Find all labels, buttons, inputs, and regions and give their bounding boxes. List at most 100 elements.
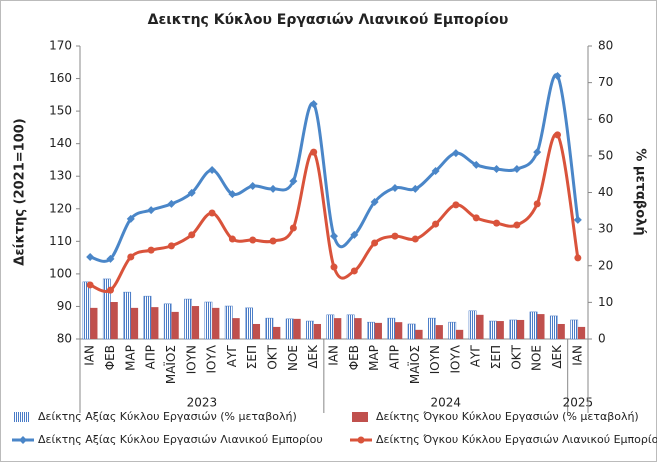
y2-tick-label: 50 xyxy=(598,148,613,162)
bar xyxy=(476,314,484,339)
y-tick-label: 170 xyxy=(49,39,72,53)
y-tick-label: 150 xyxy=(49,104,72,118)
bar xyxy=(212,307,220,339)
legend-label: Δείκτης Αξίας Κύκλου Εργασιών (% μεταβολ… xyxy=(38,410,297,423)
marker xyxy=(127,253,135,261)
marker xyxy=(554,131,562,139)
bar xyxy=(245,307,253,340)
x-group-label: 2024 xyxy=(430,396,461,410)
x-tick-label: ΜΑΪΟΣ xyxy=(163,345,178,384)
x-tick-label: ΙΑΝ xyxy=(327,345,341,366)
bar xyxy=(387,317,396,340)
x-tick-label: ΔΕΚ xyxy=(550,344,564,369)
bar xyxy=(428,317,436,340)
chart-title: Δεικτης Κύκλου Εργασιών Λιανικού Εμπορίο… xyxy=(148,12,509,28)
marker xyxy=(249,236,257,244)
y-tick-label: 90 xyxy=(57,299,72,313)
marker xyxy=(248,181,257,190)
bar xyxy=(435,325,443,339)
x-tick-label: ΙΟΥΝ xyxy=(428,345,442,374)
y-tick-label: 160 xyxy=(49,71,72,85)
marker xyxy=(269,184,278,193)
x-tick-label: ΣΕΠ xyxy=(245,345,259,369)
bar xyxy=(577,326,586,339)
marker xyxy=(411,235,419,243)
y-tick-label: 80 xyxy=(57,332,72,346)
bar xyxy=(143,295,152,340)
bar xyxy=(529,311,538,340)
x-tick-label: ΙΟΥΛ xyxy=(205,344,219,373)
x-tick-label: ΦΕΒ xyxy=(347,345,361,370)
x-tick-label: ΜΑΪΟΣ xyxy=(407,345,422,384)
x-tick-label: ΜΑΡ xyxy=(367,345,381,371)
marker xyxy=(451,149,460,158)
x-tick-label: ΙΑΝ xyxy=(570,345,584,366)
y2-tick-label: 80 xyxy=(598,39,613,53)
marker xyxy=(167,199,176,208)
bar xyxy=(570,319,579,340)
bar xyxy=(313,323,321,339)
bar xyxy=(415,329,423,339)
bar xyxy=(394,322,403,339)
bar xyxy=(516,319,525,339)
y2-tick-label: 20 xyxy=(598,258,613,272)
marker xyxy=(573,215,582,224)
y2-tick-label: 40 xyxy=(598,185,613,199)
x-group-label: 2025 xyxy=(563,396,594,410)
bar xyxy=(252,323,261,339)
marker xyxy=(126,214,135,223)
marker xyxy=(208,166,217,175)
marker xyxy=(390,183,399,192)
y-tick-label: 120 xyxy=(49,201,72,215)
bar xyxy=(448,321,457,340)
y-tick-label: 110 xyxy=(49,234,72,248)
bar xyxy=(123,291,132,340)
marker xyxy=(330,232,338,241)
y-axis-title: Δείκτης (2021=100) xyxy=(13,118,28,265)
bar xyxy=(82,281,91,340)
x-tick-label: ΑΠΡ xyxy=(387,345,401,369)
bar xyxy=(151,307,159,339)
bar xyxy=(265,317,274,340)
legend-swatch xyxy=(352,412,368,422)
marker xyxy=(350,230,359,239)
y2-tick-label: 10 xyxy=(598,295,613,309)
legend-swatch xyxy=(14,412,30,422)
x-tick-label: ΟΚΤ xyxy=(509,344,523,369)
y-tick-label: 130 xyxy=(49,169,72,183)
marker xyxy=(106,254,115,263)
y2-tick-label: 70 xyxy=(598,75,613,89)
x-tick-label: ΔΕΚ xyxy=(306,344,320,369)
bar xyxy=(163,303,172,340)
marker xyxy=(371,239,379,247)
bar xyxy=(468,310,477,340)
legend-label: Δείκτης Όγκου Κύκλου Εργασιών (% μεταβολ… xyxy=(376,410,639,423)
bar xyxy=(130,307,139,339)
marker xyxy=(86,281,94,289)
marker xyxy=(289,224,297,232)
marker xyxy=(370,197,379,206)
y-tick-label: 140 xyxy=(49,136,72,150)
marker xyxy=(513,221,521,229)
x-tick-label: ΙΟΥΝ xyxy=(184,345,198,374)
bar xyxy=(367,321,375,340)
y-tick-label: 100 xyxy=(49,266,72,280)
bar xyxy=(90,307,98,339)
legend-label: Δείκτης Αξίας Κύκλου Εργασιών Λιανικού Ε… xyxy=(38,433,323,446)
bar xyxy=(191,306,200,339)
x-tick-label: ΑΥΓ xyxy=(225,345,239,368)
bar xyxy=(557,323,565,339)
bar xyxy=(374,322,382,339)
bar xyxy=(204,301,213,340)
bar xyxy=(110,302,118,339)
bar xyxy=(171,311,179,339)
marker xyxy=(391,232,399,240)
marker xyxy=(106,286,114,294)
bar xyxy=(285,318,294,340)
bar xyxy=(346,314,355,340)
marker xyxy=(167,242,175,250)
x-tick-label: ΦΕΒ xyxy=(103,345,117,370)
bar xyxy=(293,318,301,339)
marker xyxy=(147,246,155,254)
legend-marker xyxy=(357,436,365,444)
